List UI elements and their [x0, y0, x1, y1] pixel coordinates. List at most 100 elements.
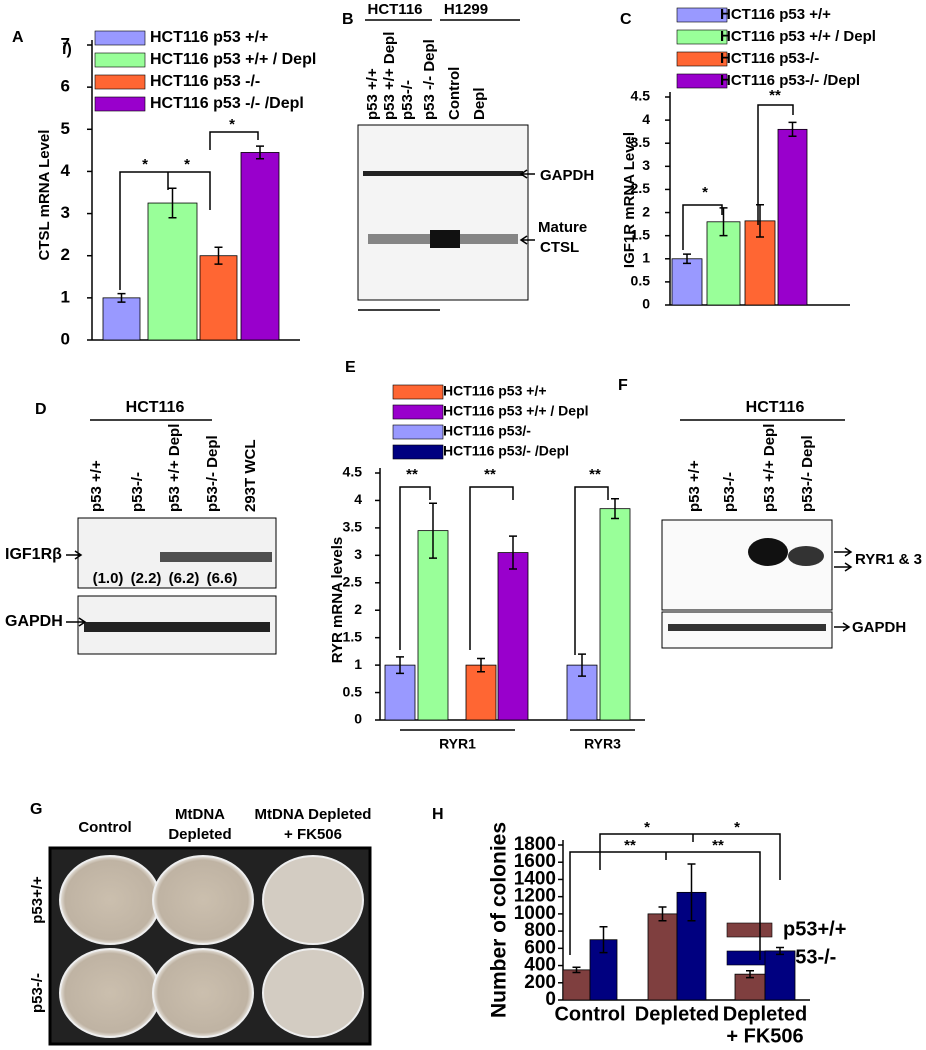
legend-swatch — [392, 384, 444, 400]
legend-swatch — [392, 424, 444, 440]
significance: * — [644, 819, 650, 836]
y-tick-label: 200 — [524, 972, 556, 993]
y-tick-label: 600 — [524, 937, 556, 958]
band — [788, 546, 824, 566]
legend-swatch — [94, 30, 146, 46]
lane-label: p53 +/+ — [364, 68, 381, 120]
y-tick-label: 1600 — [514, 851, 556, 872]
error-bar — [477, 657, 485, 673]
y-axis-label: RYR mRNA levels — [329, 537, 346, 663]
y-tick-label: 3 — [61, 203, 70, 222]
error-bar — [599, 926, 608, 954]
y-tick-label: 1.5 — [631, 226, 651, 242]
band-label: GAPDH — [540, 167, 594, 184]
y-tick-label: 0.5 — [631, 273, 651, 289]
quantification: (2.2) — [131, 570, 162, 587]
bar — [199, 255, 238, 341]
significance: * — [229, 116, 235, 133]
panel-label: B — [342, 11, 354, 28]
significance: ** — [712, 837, 724, 854]
band-label: GAPDH — [852, 619, 906, 636]
y-tick-label: 2 — [354, 601, 362, 617]
bar — [734, 973, 766, 1001]
legend-label: HCT116 p53 +/+ / Depl — [443, 403, 589, 419]
legend-label: HCT116 p53 +/+ — [720, 6, 831, 23]
band — [668, 624, 826, 631]
error-bar — [429, 502, 437, 559]
bar — [465, 664, 497, 721]
bracket — [757, 104, 794, 225]
lane-label: Depl — [471, 87, 488, 120]
y-tick-label: 1000 — [514, 903, 556, 924]
group-label: HCT116 — [746, 399, 805, 416]
error-bar — [214, 246, 223, 265]
error-bar — [788, 121, 797, 138]
y-tick-label: 1 — [354, 656, 362, 672]
legend-label: p53+/+ — [783, 918, 846, 940]
y-tick-label: 4 — [354, 491, 362, 507]
dish — [59, 855, 161, 945]
bar — [599, 508, 631, 721]
bracket — [574, 486, 609, 655]
error-bar — [572, 966, 581, 974]
band — [430, 230, 460, 248]
bar — [647, 913, 678, 1001]
panel-label: F — [618, 377, 628, 394]
error-bar — [776, 946, 784, 956]
bar — [102, 297, 141, 341]
error-bar — [683, 253, 691, 265]
significance: * — [734, 819, 740, 836]
y-tick-label: 3.5 — [343, 519, 363, 535]
x-tick-label: Control — [554, 1003, 625, 1025]
legend-swatch — [392, 444, 444, 460]
y-tick-label: 0 — [545, 989, 556, 1010]
y-tick-label: 4.5 — [631, 88, 651, 104]
y-tick-label: 0 — [354, 711, 362, 727]
y-tick-label: 4 — [642, 111, 650, 127]
error-bar — [256, 145, 264, 160]
legend-swatch — [676, 51, 728, 67]
error-bar — [611, 498, 619, 520]
column-label: Control — [78, 819, 131, 836]
quantification: (6.6) — [207, 570, 238, 587]
y-tick-label: 800 — [524, 920, 556, 941]
y-tick-label: 5 — [61, 119, 70, 138]
legend-label: HCT116 p53-/- /Depl — [720, 72, 860, 89]
significance: * — [184, 156, 190, 173]
error-bar — [117, 292, 126, 303]
y-tick-label: 2 — [61, 245, 70, 264]
legend-label: HCT116 p53 +/+ / Depl — [720, 28, 876, 45]
x-tick-label: RYR1 — [439, 736, 476, 752]
panel-label: D — [35, 401, 47, 418]
bracket — [209, 131, 259, 150]
y-tick-label: 1400 — [514, 868, 556, 889]
band — [84, 622, 270, 632]
legend-swatch — [392, 404, 444, 420]
x-tick-label: + FK506 — [726, 1025, 803, 1047]
y-tick-label: 400 — [524, 955, 556, 976]
significance: ** — [484, 466, 496, 483]
panel-label: E — [345, 359, 356, 376]
y-tick-label: 6 — [61, 77, 70, 96]
significance: * — [702, 184, 708, 201]
bar — [384, 664, 416, 721]
column-label: + FK506 — [284, 826, 342, 843]
row-label: p53+/+ — [29, 876, 46, 924]
arrow — [519, 169, 535, 245]
x-tick-label: Depleted — [723, 1003, 807, 1025]
y-tick-label: 1 — [61, 287, 70, 306]
error-bar — [658, 906, 667, 922]
legend-label: HCT116 p53/- /Depl — [443, 443, 569, 459]
significance: ** — [406, 466, 418, 483]
legend-label: HCT116 p53 -/- /Depl — [150, 95, 304, 112]
band — [363, 171, 523, 176]
legend-label: HCT116 p53/- — [443, 423, 531, 439]
legend-label: p53-/- — [783, 946, 836, 968]
lane-label: p53-/- — [399, 80, 416, 120]
bar — [764, 950, 796, 1001]
lane-label: p53-/- Depl — [204, 435, 221, 512]
error-bar — [746, 969, 754, 979]
bracket — [569, 851, 761, 960]
lane-label: p53 +/+ Depl — [761, 424, 778, 512]
